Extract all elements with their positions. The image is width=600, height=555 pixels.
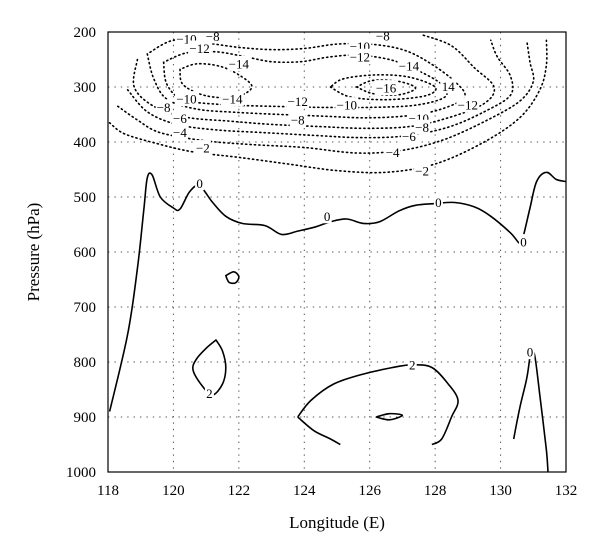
contour-label-bg <box>335 97 359 113</box>
contour-label: −8 <box>415 120 429 135</box>
contour-label: −10 <box>176 92 196 107</box>
y-tick-label: 300 <box>74 80 97 96</box>
contour-label: −4 <box>386 145 400 160</box>
contour-label: −10 <box>337 98 357 113</box>
contour-label-bg <box>384 144 401 160</box>
contour-label-bg <box>433 194 443 210</box>
contour-label: −12 <box>458 98 478 113</box>
y-tick-label: 200 <box>74 25 97 41</box>
contour-line <box>225 271 240 285</box>
contour-label-bg <box>322 208 332 224</box>
contour-label-bg <box>289 112 306 127</box>
contour-line <box>328 74 437 101</box>
contour-label-bg <box>348 48 372 64</box>
x-tick-label: 124 <box>293 483 316 499</box>
contour-label: −12 <box>350 49 370 64</box>
contour-label-bg <box>188 40 212 56</box>
contour-label: −12 <box>189 41 209 56</box>
x-tick-label: 130 <box>489 483 512 499</box>
contour-label-bg <box>204 385 214 401</box>
x-tick-label: 122 <box>228 483 251 499</box>
plot-frame <box>107 31 567 473</box>
contour-label-bg <box>400 128 417 144</box>
contour-line <box>297 363 459 446</box>
contour-label: −8 <box>206 29 220 44</box>
contour-line <box>108 171 567 412</box>
contour-label-bg <box>194 140 211 156</box>
contour-label: −14 <box>222 92 243 107</box>
contour-label: −8 <box>291 113 305 128</box>
contour-label: −16 <box>376 81 397 96</box>
contour-label: 2 <box>409 357 416 372</box>
contour-line <box>179 62 253 99</box>
x-tick-label: 128 <box>424 483 447 499</box>
contour-label-bg <box>171 124 188 140</box>
contour-label: −6 <box>173 111 187 126</box>
contour-label: 0 <box>527 345 534 360</box>
x-axis-title: Longitude (E) <box>289 513 385 532</box>
contour-label-bg <box>220 91 244 107</box>
x-tick-label: 132 <box>555 483 578 499</box>
contour-label-bg <box>286 93 310 109</box>
x-tick-label: 118 <box>97 483 119 499</box>
contour-label: −8 <box>157 100 171 115</box>
y-tick-label: 700 <box>74 300 97 316</box>
contour-label: 0 <box>435 195 442 210</box>
contour-line <box>297 416 341 446</box>
contour-label: 0 <box>324 209 331 224</box>
x-tick-labels: 118 120 122 124 126 128 130 132 <box>97 483 577 499</box>
contour-labels: −10 −8−12−8−10−12−14 −14−16 14−10 −14 −12 −12−… <box>155 27 535 401</box>
contour-label: 2 <box>206 386 213 401</box>
contour-label: −2 <box>415 164 429 179</box>
y-tick-label: 900 <box>74 410 97 426</box>
contour-label-bg <box>155 99 172 115</box>
contour-line <box>512 350 549 473</box>
contour-label-bg <box>397 58 421 74</box>
contour-line <box>117 39 535 154</box>
contour-line <box>126 39 514 139</box>
contour-label: −4 <box>173 125 187 140</box>
contour-line <box>354 79 417 96</box>
contour-label: −8 <box>376 28 390 43</box>
contour-label-bg <box>195 175 205 191</box>
contour-label: −6 <box>402 129 416 144</box>
contour-label-bg <box>525 344 535 360</box>
contour-label-bg <box>456 97 480 113</box>
contour-label-bg <box>414 119 431 135</box>
y-tick-label: 500 <box>74 190 97 206</box>
contour-label: −14 <box>229 56 250 71</box>
y-axis-title: Pressure (hPa) <box>24 203 43 302</box>
contour-label: 0 <box>196 176 203 191</box>
contour-label: −2 <box>196 141 210 156</box>
contour-label-bg <box>407 356 417 372</box>
contour-label-bg <box>175 91 199 107</box>
y-tick-labels: 200 300 400 500 600 700 800 900 1000 <box>66 25 96 481</box>
contour-label-bg <box>414 163 431 179</box>
y-tick-label: 600 <box>74 245 97 261</box>
contour-label-bg <box>440 78 457 94</box>
y-tick-label: 800 <box>74 355 97 371</box>
contour-label-bg <box>227 55 251 71</box>
contour-label-bg <box>518 234 528 250</box>
contour-label-bg <box>171 110 188 126</box>
contour-label-bg <box>374 80 398 96</box>
contour-line <box>146 38 466 119</box>
contour-line <box>375 412 404 421</box>
contour-line <box>108 39 548 174</box>
contour-label: −14 <box>399 59 420 74</box>
y-tick-label: 400 <box>74 135 97 151</box>
x-tick-label: 126 <box>358 483 381 499</box>
contour-label: −12 <box>288 94 308 109</box>
contour-label: 14 <box>442 79 456 94</box>
y-tick-label: 1000 <box>66 465 96 481</box>
contour-label: 0 <box>520 235 527 250</box>
x-tick-label: 120 <box>162 483 185 499</box>
